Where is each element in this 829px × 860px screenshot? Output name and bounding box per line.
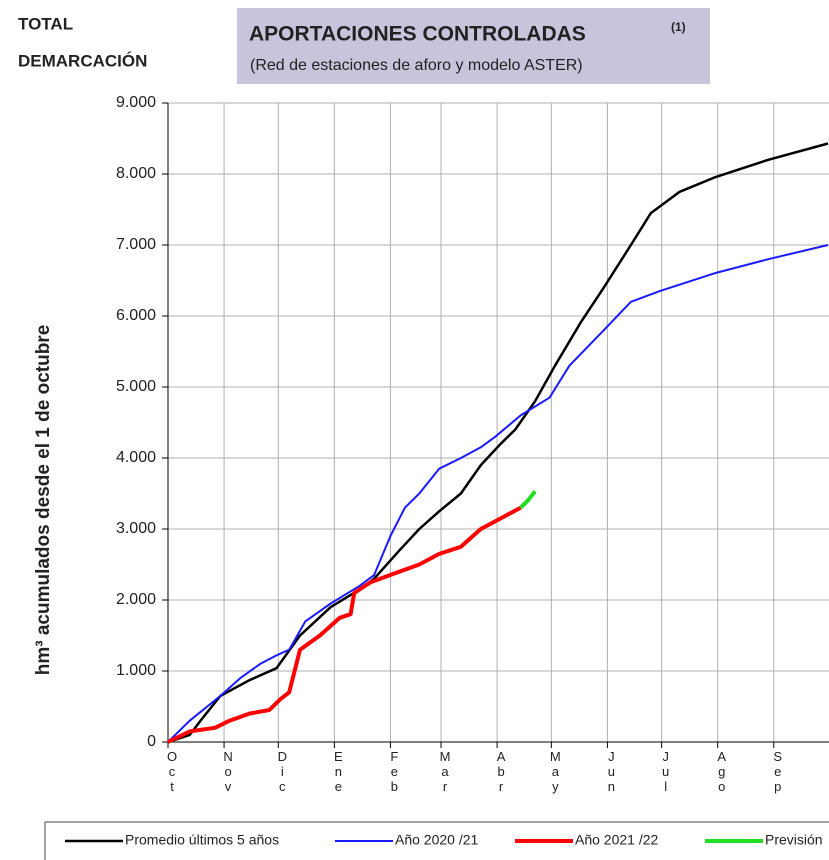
y-tick-label: 5.000 <box>116 378 156 395</box>
y-tick-label: 1.000 <box>116 662 156 679</box>
series-line <box>167 142 829 744</box>
legend-label: Año 2020 /21 <box>395 832 479 848</box>
title-box <box>237 8 710 84</box>
y-tick-label: 4.000 <box>116 449 156 466</box>
legend-label: Promedio últimos 5 años <box>125 832 279 848</box>
series-line <box>167 244 829 743</box>
y-tick-label: 8.000 <box>116 165 156 182</box>
y-tick-label: 9.000 <box>116 94 156 111</box>
legend-label: Previsión <box>765 832 823 848</box>
y-tick-label: 0 <box>147 733 156 750</box>
series-line <box>167 505 522 744</box>
y-tick-label: 3.000 <box>116 520 156 537</box>
y-tick-label: 2.000 <box>116 591 156 608</box>
y-axis-label: hm³ acumulados desde el 1 de octubre <box>33 325 54 676</box>
header-line: DEMARCACIÓN <box>18 51 147 70</box>
legend-label: Año 2021 /22 <box>575 832 659 848</box>
title-note: (1) <box>671 20 686 34</box>
header-line: TOTAL <box>18 14 73 33</box>
chart-subtitle: (Red de estaciones de aforo y modelo AST… <box>250 57 583 74</box>
series-line <box>519 490 537 510</box>
y-tick-label: 6.000 <box>116 307 156 324</box>
legend-box <box>44 821 829 860</box>
y-tick-label: 7.000 <box>116 236 156 253</box>
chart-title: APORTACIONES CONTROLADAS <box>249 23 586 46</box>
